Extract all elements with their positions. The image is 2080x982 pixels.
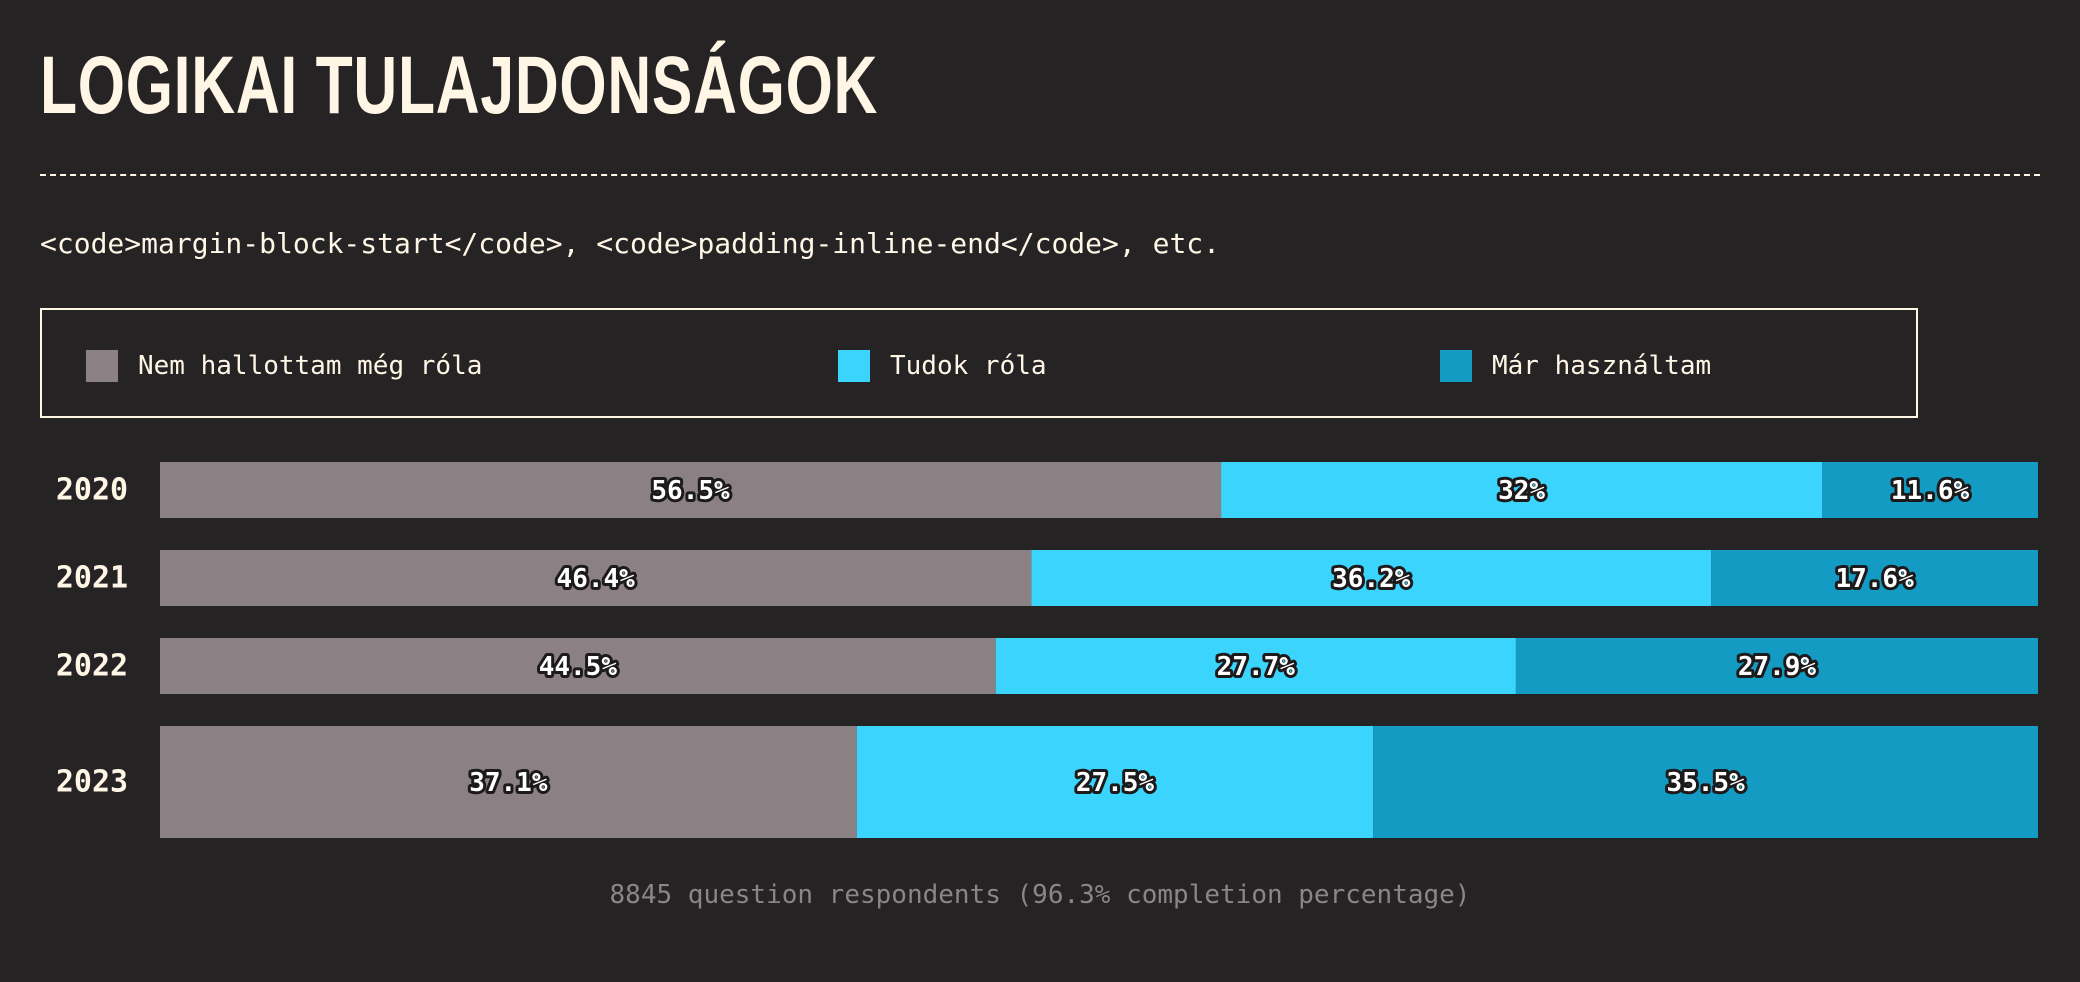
bar-segment-2021-tudok-rola[interactable] — [1031, 550, 1712, 606]
legend-item-used-it[interactable]: Már használtam — [1440, 350, 1711, 382]
year-label-2020: 2020 — [56, 473, 128, 508]
stacked-bar-chart: 2020 56.5% 32% 11.6% 2021 46.4% 36.2% 17.6% 2022… — [56, 462, 2038, 838]
data-label-2021-nem-hallottam-meg-rola: 46.4% — [557, 564, 636, 594]
legend-label-know-about: Tudok róla — [890, 351, 1047, 381]
legend-swatch-never-heard — [86, 350, 118, 382]
data-label-2020-mar-hasznaltam: 11.6% — [1891, 476, 1970, 506]
bar-segment-2021-mar-hasznaltam[interactable] — [1711, 550, 2038, 606]
bar-segment-2020-tudok-rola[interactable] — [1221, 462, 1823, 518]
legend-swatch-know-about — [838, 350, 870, 382]
bar-segment-2021-nem-hallottam-meg-rola[interactable] — [160, 550, 1032, 606]
bar-segment-2020-mar-hasznaltam[interactable] — [1822, 462, 2038, 518]
year-label-2022: 2022 — [56, 649, 128, 684]
year-label-2023: 2023 — [56, 765, 128, 800]
bar-segment-2020-nem-hallottam-meg-rola[interactable] — [160, 462, 1222, 518]
legend-item-know-about[interactable]: Tudok róla — [838, 350, 1047, 382]
bar-segment-2022-tudok-rola[interactable] — [995, 638, 1516, 694]
data-label-2020-nem-hallottam-meg-rola: 56.5% — [651, 476, 730, 506]
bar-segment-2023-tudok-rola[interactable] — [856, 726, 1374, 838]
bar-segment-2022-nem-hallottam-meg-rola[interactable] — [160, 638, 996, 694]
dashed-divider — [40, 174, 2040, 176]
legend-swatch-used-it — [1440, 350, 1472, 382]
chart-description: <code>margin-block-start</code>, <code>p… — [40, 227, 1221, 260]
legend-label-used-it: Már használtam — [1492, 351, 1712, 381]
legend-label-never-heard: Nem hallottam még róla — [138, 351, 483, 381]
data-label-2021-tudok-rola: 36.2% — [1332, 564, 1411, 594]
year-label-2021: 2021 — [56, 561, 128, 596]
bar-segment-2022-mar-hasznaltam[interactable] — [1515, 638, 2038, 694]
bar-segment-2023-nem-hallottam-meg-rola[interactable] — [160, 726, 857, 838]
respondents-footer: 8845 question respondents (96.3% complet… — [609, 880, 1471, 910]
legend-item-never-heard[interactable]: Nem hallottam még róla — [86, 350, 482, 382]
data-label-2023-tudok-rola: 27.5% — [1076, 768, 1155, 798]
data-label-2021-mar-hasznaltam: 17.6% — [1835, 564, 1914, 594]
data-label-2022-nem-hallottam-meg-rola: 44.5% — [539, 652, 618, 682]
page-title: LOGIKAI TULAJDONSÁGOK — [40, 40, 879, 131]
legend: Nem hallottam még róla Tudok róla Már ha… — [40, 308, 1918, 418]
data-label-2022-tudok-rola: 27.7% — [1217, 652, 1296, 682]
data-label-2022-mar-hasznaltam: 27.9% — [1738, 652, 1817, 682]
data-label-2023-mar-hasznaltam: 35.5% — [1666, 768, 1745, 798]
data-label-2023-nem-hallottam-meg-rola: 37.1% — [469, 768, 548, 798]
bar-segment-2023-mar-hasznaltam[interactable] — [1373, 726, 2038, 838]
data-label-2020-tudok-rola: 32% — [1498, 476, 1545, 506]
